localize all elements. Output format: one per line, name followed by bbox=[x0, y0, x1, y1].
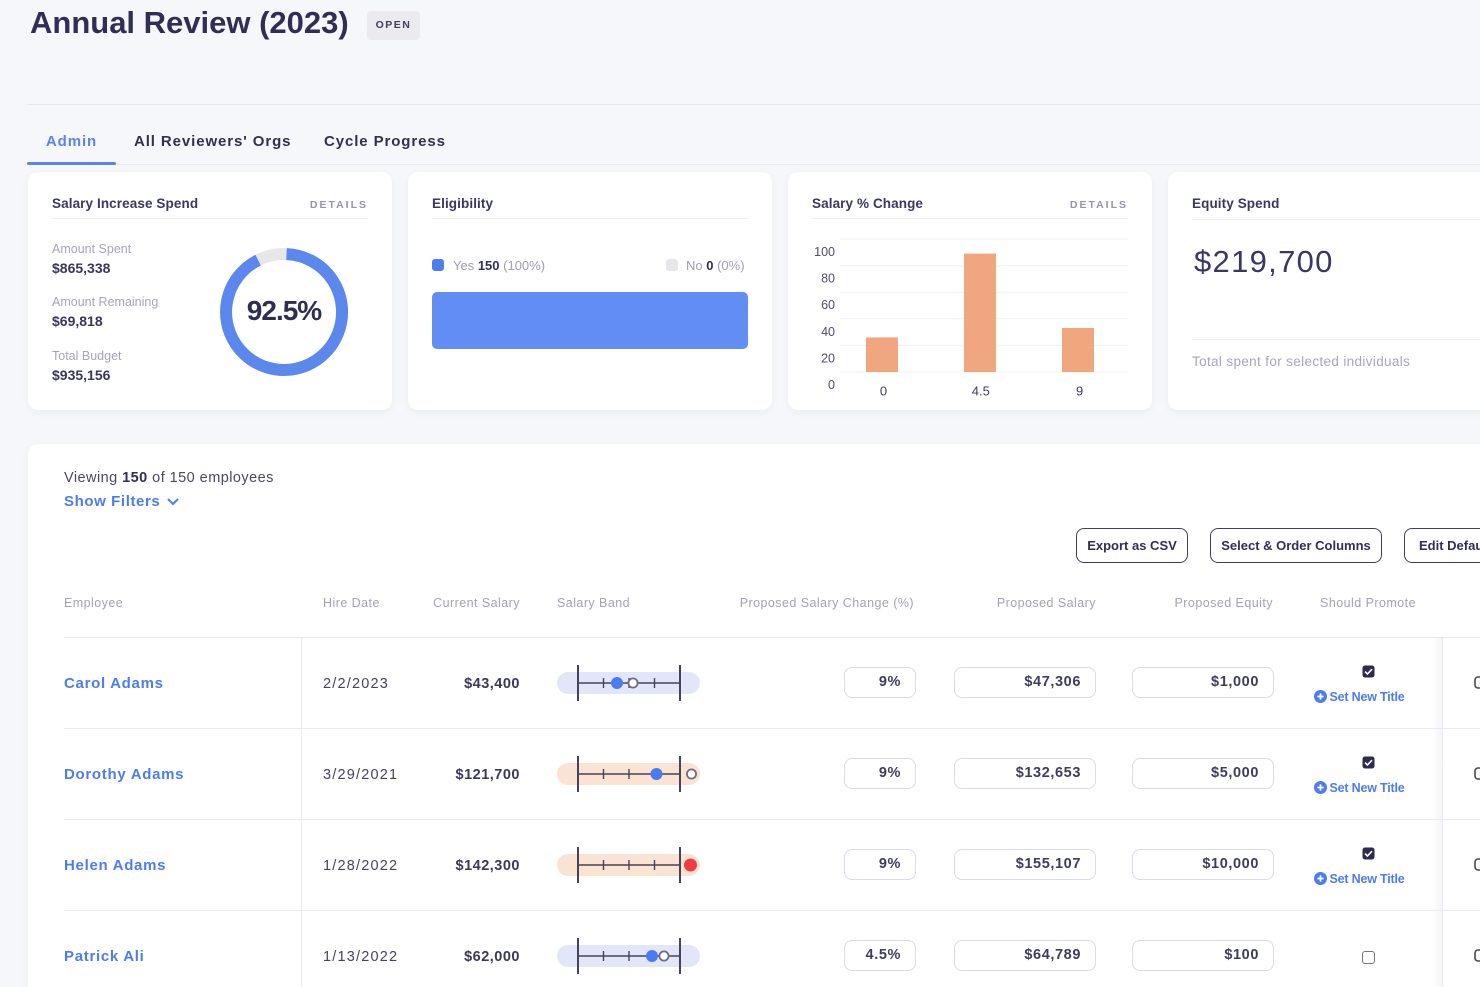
svg-text:80: 80 bbox=[821, 272, 835, 286]
svg-text:20: 20 bbox=[821, 351, 835, 365]
svg-text:60: 60 bbox=[821, 298, 835, 312]
svg-text:0: 0 bbox=[828, 378, 835, 392]
svg-text:40: 40 bbox=[821, 325, 835, 339]
svg-text:100: 100 bbox=[814, 245, 835, 259]
svg-text:9: 9 bbox=[1076, 384, 1083, 399]
svg-text:0: 0 bbox=[880, 384, 887, 399]
svg-text:4.5: 4.5 bbox=[972, 384, 990, 399]
